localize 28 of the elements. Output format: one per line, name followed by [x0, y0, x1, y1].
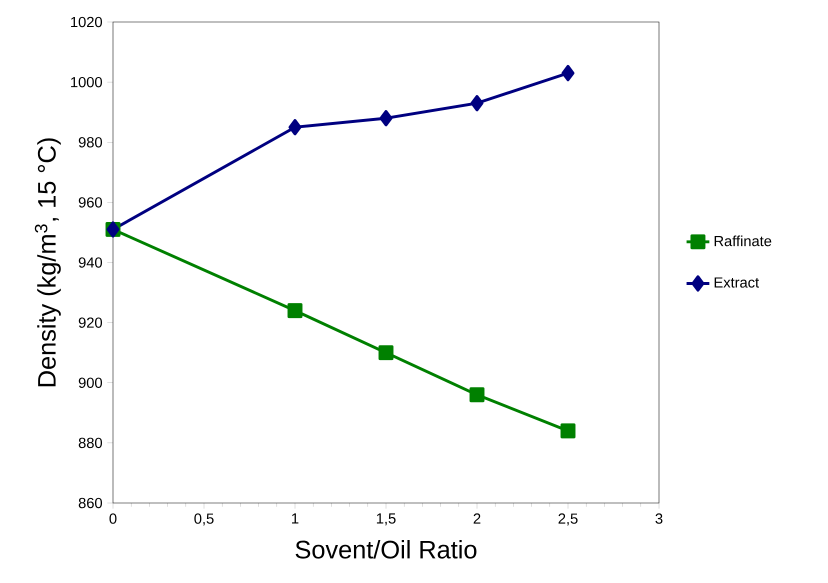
x-tick-label: 2: [474, 513, 480, 524]
point: [470, 387, 484, 402]
point: [380, 110, 392, 126]
x-tick-label: 0,5: [194, 513, 214, 526]
x-tick-label: 0: [109, 513, 116, 524]
y-tick-label: 860: [78, 498, 102, 508]
y-tick-label: 1000: [71, 76, 102, 88]
y-tick-label: 940: [78, 257, 102, 268]
legend-label: Extract: [714, 277, 760, 288]
x-tick-label: 2,5: [558, 513, 578, 526]
point: [560, 423, 576, 438]
x-tick-label: 1,5: [376, 513, 396, 526]
y-tick-label: 880: [78, 438, 102, 448]
point: [562, 64, 574, 82]
y-tick-label: 980: [78, 137, 102, 148]
x-axis-title: Sovent/Oil Ratio: [296, 540, 476, 559]
legend-label: Raffinate: [714, 235, 772, 246]
point: [470, 95, 484, 112]
x-tick-label: 3: [655, 513, 662, 524]
point: [288, 303, 302, 318]
point: [378, 345, 394, 360]
y-tick-label: 1020: [71, 16, 102, 28]
point: [288, 119, 302, 136]
x-tick-label: 1: [292, 513, 298, 524]
y-axis-title: Density (kg/m$^{3}$, 15 °C): [34, 138, 61, 386]
y-tick-label: 960: [78, 197, 102, 208]
y-tick-label: 900: [78, 378, 102, 388]
y-tick-label: 920: [78, 317, 102, 328]
